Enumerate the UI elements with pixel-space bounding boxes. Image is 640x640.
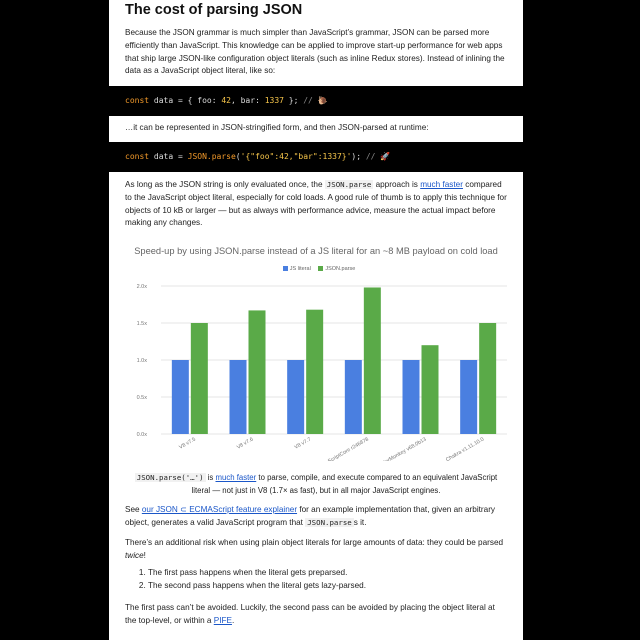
bar-js-literal	[287, 360, 305, 434]
pife-paragraph: The first pass can’t be avoided. Luckily…	[125, 602, 507, 628]
x-tick-label: V8 v7.6	[236, 437, 255, 451]
code-block-json-parse: const data = JSON.parse('{"foo":42,"bar"…	[109, 142, 523, 172]
inline-code: JSON.parse	[324, 180, 374, 189]
code-text: };	[283, 96, 304, 105]
inline-code: JSON.parse('…')	[134, 473, 206, 482]
bar-js-literal	[402, 360, 420, 434]
emphasis: twice	[125, 550, 144, 560]
legend-label: JS literal	[289, 266, 311, 272]
text: .	[231, 615, 235, 625]
y-tick-label: 0.5x	[137, 395, 148, 401]
code-text: data =	[149, 152, 188, 161]
bar-js-literal	[171, 360, 189, 434]
pife-link[interactable]: PIFE	[213, 615, 232, 625]
code-keyword: const	[125, 96, 150, 105]
text: There’s an additional risk when using pl…	[125, 538, 504, 547]
text: The first pass can’t be avoided. Luckily…	[125, 603, 495, 625]
legend-swatch-js-literal	[282, 266, 288, 272]
much-faster-link[interactable]: much faster	[215, 473, 257, 482]
text: As long as the JSON string is only evalu…	[125, 180, 325, 189]
text: !	[143, 550, 146, 560]
y-tick-label: 1.0x	[137, 358, 148, 364]
risk-paragraph: There’s an additional risk when using pl…	[125, 537, 507, 563]
text: to parse, compile, and execute compared …	[191, 473, 498, 495]
bar-json-parse	[479, 323, 497, 434]
code-text: );	[351, 152, 366, 161]
json-paragraph: …it can be represented in JSON-stringifi…	[125, 123, 429, 132]
inline-code: JSON.parse	[305, 517, 354, 527]
text: compared to the JavaScript object litera…	[125, 180, 507, 228]
y-tick-label: 2.0x	[137, 284, 148, 290]
code-number: 1337	[264, 96, 284, 105]
x-tick-label: V8 v7.7	[294, 437, 313, 451]
code-text: (	[235, 152, 241, 161]
bar-json-parse	[363, 287, 381, 434]
code-text: data = { foo:	[149, 96, 222, 105]
chart-title: Speed-up by using JSON.parse instead of …	[134, 246, 498, 256]
x-tick-label: SpiderMonkey v68.0b13	[375, 437, 428, 461]
bar-json-parse	[190, 323, 208, 434]
code-comment: // 🚀	[365, 152, 391, 161]
rule-of-thumb-paragraph: As long as the JSON string is only evalu…	[125, 179, 507, 230]
text: s it.	[353, 517, 367, 527]
explainer-paragraph: See our JSON ⊂ ECMAScript feature explai…	[125, 504, 507, 530]
text: for an example implementation that, give…	[125, 505, 496, 527]
much-faster-link[interactable]: much faster	[420, 180, 463, 189]
y-tick-label: 0.0x	[137, 432, 148, 438]
legend-label: JSON.parse	[325, 266, 356, 272]
list-item: The second pass happens when the literal…	[148, 579, 508, 592]
code-text: , bar:	[230, 96, 265, 105]
bar-json-parse	[248, 310, 266, 434]
text: is	[205, 473, 216, 482]
text: See	[125, 505, 142, 514]
bar-json-parse	[421, 345, 439, 434]
parse-passes-list: The first pass happens when the literal …	[125, 566, 508, 592]
chart-caption: JSON.parse('…') is much faster to parse,…	[125, 472, 507, 497]
code-comment: // 🐌	[303, 96, 328, 105]
bar-js-literal	[344, 360, 362, 434]
speedup-chart: Speed-up by using JSON.parse instead of …	[125, 246, 507, 461]
x-tick-label: Chakra v1.11.10.0	[445, 437, 485, 461]
bar-js-literal	[229, 360, 247, 434]
x-tick-label: JavaScriptCore r246878	[317, 437, 370, 461]
section-heading: The cost of parsing JSON	[125, 2, 303, 18]
list-item: The first pass happens when the literal …	[148, 566, 508, 579]
intro-paragraph: Because the JSON grammar is much simpler…	[125, 28, 505, 76]
x-tick-label: V8 v7.5	[178, 437, 197, 451]
bar-json-parse	[306, 309, 324, 434]
code-function: JSON.parse	[187, 152, 236, 161]
code-string: '{"foo":42,"bar":1337}'	[240, 152, 352, 161]
article-page: The cost of parsing JSON Because the JSO…	[109, 0, 523, 640]
bar-js-literal	[460, 360, 478, 434]
code-block-object-literal: const data = { foo: 42, bar: 1337 }; // …	[109, 86, 523, 116]
chart-legend: JS literal JSON.parse	[125, 266, 507, 272]
y-tick-label: 1.5x	[137, 321, 148, 327]
text: approach is	[373, 180, 421, 189]
chart-plot: 0.0x 0.5x 1.0x 1.5x 2.0x V8 v7.5 V8 v7.6 V8 v7.…	[137, 284, 507, 461]
code-number: 42	[221, 96, 231, 105]
legend-swatch-json-parse	[318, 266, 324, 272]
code-keyword: const	[125, 152, 150, 161]
feature-explainer-link[interactable]: our JSON ⊂ ECMAScript feature explainer	[141, 505, 298, 514]
